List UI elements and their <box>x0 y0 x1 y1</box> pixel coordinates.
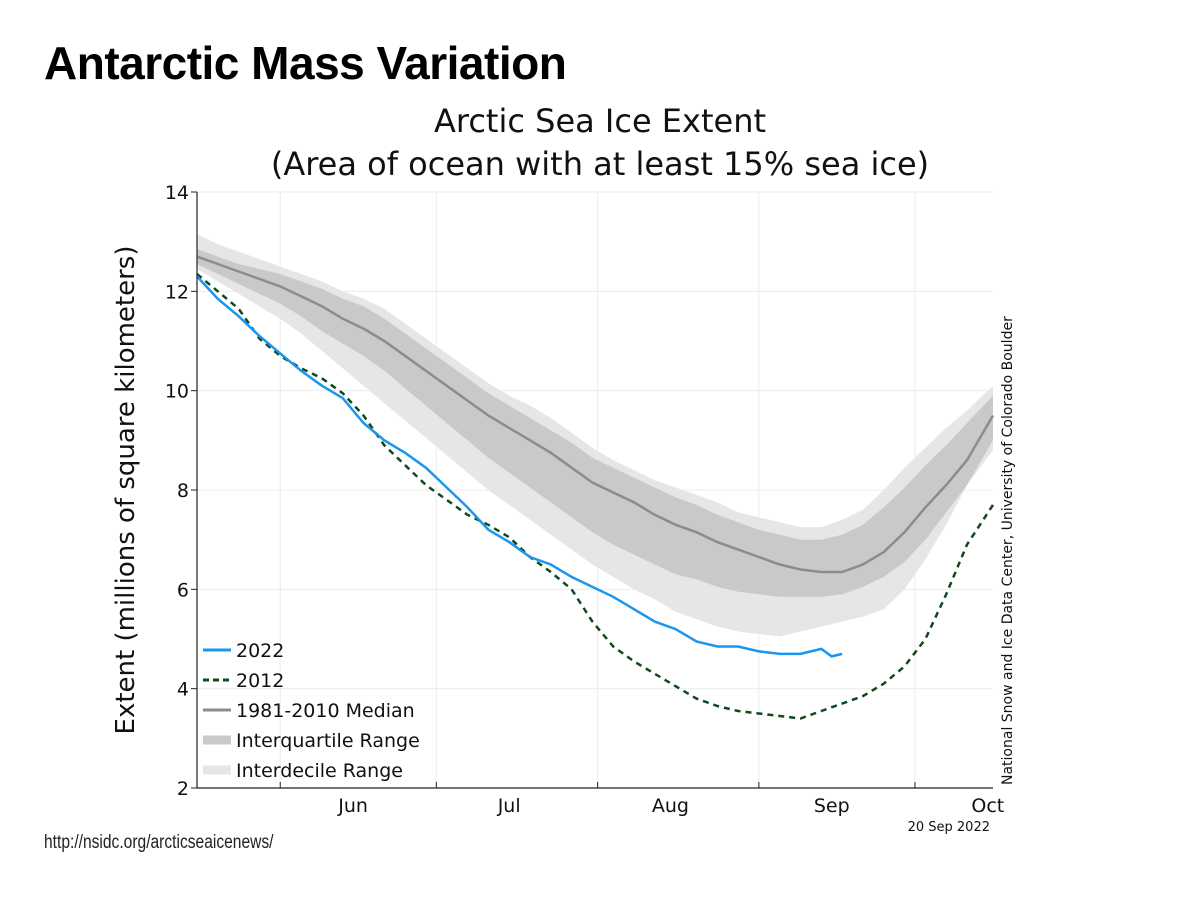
x-tick-label: Oct <box>971 795 1004 817</box>
median-line <box>196 255 995 574</box>
chart-title: Arctic Sea Ice Extent <box>434 102 766 140</box>
interquartile-band <box>197 249 993 597</box>
credit-text: National Snow and Ice Data Center, Unive… <box>1000 316 1016 785</box>
range-bands <box>197 234 993 637</box>
legend-label-iqr: Interquartile Range <box>236 730 420 752</box>
date-stamp: 20 Sep 2022 <box>908 820 990 835</box>
y-tick-label: 14 <box>165 182 189 204</box>
legend-label-2012: 2012 <box>236 670 284 692</box>
slide-title: Antarctic Mass Variation <box>44 37 567 89</box>
y-tick-label: 10 <box>165 381 189 403</box>
legend-label-idr: Interdecile Range <box>236 760 403 782</box>
y-axis-label: Extent (millions of square kilometers) <box>111 246 141 735</box>
legend-label-median: 1981-2010 Median <box>236 700 415 722</box>
legend: 2022 2012 1981-2010 Median Interquartile Ra… <box>203 640 420 782</box>
y-tick-label: 4 <box>177 679 189 701</box>
y-tick-label: 12 <box>165 281 189 303</box>
series-2022-line <box>196 275 843 658</box>
y-tick-label: 8 <box>177 480 189 502</box>
x-ticks: Jun Jul Aug Sep Oct <box>279 782 1004 817</box>
chart-subtitle: (Area of ocean with at least 15% sea ice… <box>271 145 929 183</box>
x-tick-label: Jul <box>497 795 521 817</box>
x-tick-label: Sep <box>814 795 850 817</box>
y-tick-label: 2 <box>177 778 189 800</box>
y-tick-label: 6 <box>177 579 189 601</box>
legend-label-2022: 2022 <box>236 640 284 662</box>
series-2012-line <box>196 273 995 720</box>
source-url: http://nsidc.org/arcticseaicenews/ <box>44 832 274 853</box>
series-lines <box>196 255 995 720</box>
x-tick-label: Jun <box>337 795 368 817</box>
x-tick-label: Aug <box>652 795 689 817</box>
y-ticks: 2 4 6 8 10 12 14 <box>165 182 197 800</box>
